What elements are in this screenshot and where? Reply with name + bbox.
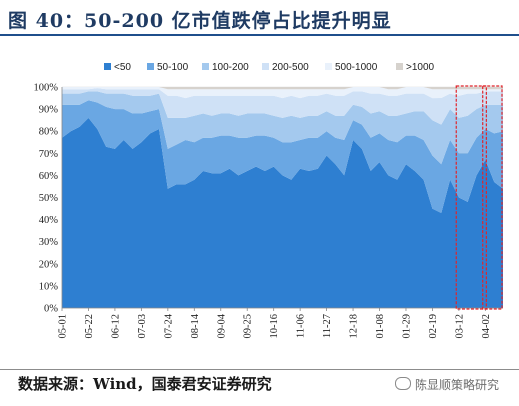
x-tick-label: 06-12 — [110, 314, 121, 339]
y-tick-label: 60% — [39, 171, 59, 182]
watermark-text: 陈显顺策略研究 — [415, 378, 500, 392]
legend-swatch — [325, 63, 332, 70]
y-tick-label: 50% — [39, 193, 59, 204]
x-tick-label: 07-24 — [163, 313, 174, 338]
y-tick-label: 80% — [39, 127, 59, 138]
x-tick-label: 09-25 — [243, 314, 254, 339]
area-series-5 — [62, 87, 503, 99]
y-tick-label: 10% — [39, 281, 59, 292]
x-tick-label: 11-27 — [322, 314, 333, 338]
x-tick-label: 05-01 — [58, 314, 69, 339]
y-tick-label: 90% — [39, 105, 59, 116]
x-tick-label: 12-18 — [349, 314, 360, 339]
chart-legend: <50 50-100 100-200 200-500 500-1000 >1000 — [104, 62, 435, 73]
legend-label: 100-200 — [212, 62, 249, 73]
title-rule — [0, 34, 519, 36]
x-tick-label: 08-14 — [190, 313, 201, 338]
chart-areas — [62, 87, 503, 309]
y-tick-label: 30% — [39, 237, 59, 248]
x-tick-label: 11-06 — [296, 314, 307, 338]
highlight-box — [455, 85, 487, 310]
legend-swatch — [396, 63, 403, 70]
footer-rule — [0, 369, 519, 370]
legend-swatch — [104, 63, 111, 70]
highlight-boxes — [455, 85, 503, 310]
y-tick-label: 20% — [39, 259, 59, 270]
legend-swatch — [147, 63, 154, 70]
area-series-1 — [62, 117, 503, 309]
stacked-area-chart: <50 50-100 100-200 200-500 500-1000 >1000 0% 1… — [34, 62, 503, 339]
area-series-3 — [62, 91, 503, 165]
highlight-box — [482, 85, 503, 310]
area-series-6 — [62, 87, 503, 90]
legend-label: >1000 — [406, 62, 435, 73]
y-tick-label: 40% — [39, 215, 59, 226]
x-tick-label: 07-03 — [137, 314, 148, 339]
x-axis: 05-01 05-22 06-12 07-03 07-24 08-14 09-04 09-25… — [58, 307, 503, 339]
wechat-icon — [395, 377, 411, 390]
y-tick-label: 70% — [39, 149, 59, 160]
x-tick-label: 01-08 — [375, 314, 386, 339]
x-tick-label: 03-12 — [454, 314, 465, 339]
area-series-2 — [62, 100, 503, 213]
legend-swatch — [202, 63, 209, 70]
legend-label: 200-500 — [272, 62, 309, 73]
watermark: 陈显顺策略研究 — [395, 376, 499, 393]
x-tick-label: 04-02 — [481, 314, 492, 339]
y-axis: 0% 10% 20% 30% 40% 50% 60% 70% 80% 90% 100% — [34, 83, 63, 315]
x-tick-label: 10-16 — [269, 314, 280, 339]
figure-title: 图 40：50-200 亿市值跌停占比提升明显 — [8, 10, 392, 32]
x-tick-label: 01-29 — [401, 314, 412, 339]
y-tick-label: 100% — [34, 83, 59, 94]
source-note: 数据来源：Wind，国泰君安证券研究 — [18, 375, 272, 393]
x-tick-label: 05-22 — [84, 314, 95, 339]
area-series-4 — [62, 88, 503, 125]
legend-label: <50 — [114, 62, 131, 73]
legend-label: 500-1000 — [335, 62, 378, 73]
x-tick-label: 09-04 — [216, 313, 227, 338]
y-tick-label: 0% — [44, 304, 58, 315]
x-tick-label: 02-19 — [428, 314, 439, 339]
legend-label: 50-100 — [157, 62, 189, 73]
legend-swatch — [262, 63, 269, 70]
